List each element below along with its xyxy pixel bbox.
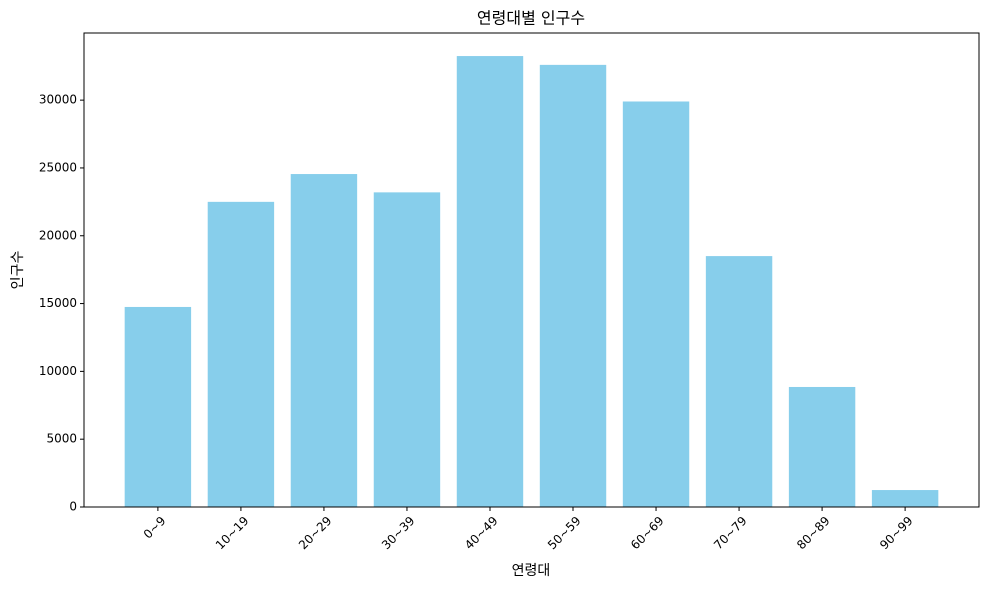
y-tick-label: 20000 <box>39 228 77 242</box>
bar <box>539 64 607 507</box>
bar <box>871 490 939 507</box>
y-tick-label: 5000 <box>46 432 77 446</box>
bar <box>456 56 524 508</box>
y-tick-label: 15000 <box>39 296 77 310</box>
bar <box>124 306 192 507</box>
bar <box>207 201 275 507</box>
x-tick-label: 40~49 <box>462 514 501 553</box>
y-tick-label: 10000 <box>39 364 77 378</box>
plot-frame <box>83 32 980 508</box>
bar <box>622 101 690 508</box>
y-tick-label: 0 <box>69 500 77 514</box>
bar <box>788 386 856 507</box>
x-tick-label: 0~9 <box>141 514 169 542</box>
y-tick-label: 30000 <box>39 93 77 107</box>
x-tick-label: 70~79 <box>711 514 750 553</box>
x-tick-label: 80~89 <box>794 514 833 553</box>
x-tick-label: 90~99 <box>877 514 916 553</box>
bar <box>705 256 773 507</box>
chart-title: 연령대별 인구수 <box>477 9 585 28</box>
y-tick-label: 25000 <box>39 160 77 174</box>
x-tick-label: 50~59 <box>545 514 584 553</box>
x-axis-label: 연령대 <box>512 563 551 579</box>
x-tick-label: 60~69 <box>628 514 667 553</box>
x-tick-label: 10~19 <box>213 514 252 553</box>
y-axis-label: 인구수 <box>10 251 26 290</box>
bar <box>290 174 358 507</box>
x-tick-label: 30~39 <box>379 514 418 553</box>
bar <box>373 192 441 508</box>
x-tick-label: 20~29 <box>296 514 335 553</box>
